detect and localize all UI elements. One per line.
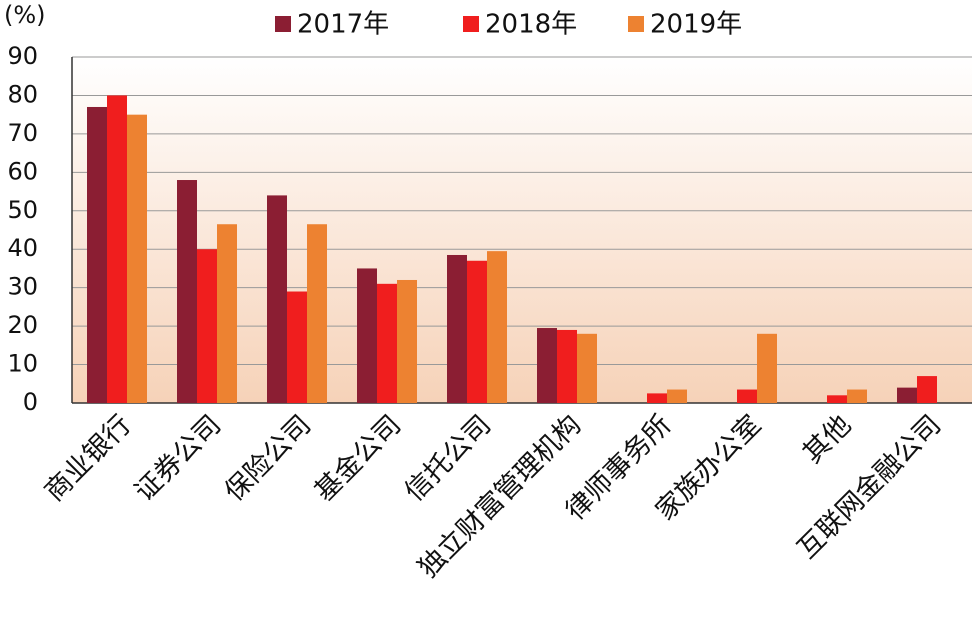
x-tick-label: 保险公司 [219, 409, 317, 507]
bar [307, 224, 327, 403]
y-tick-label: 80 [7, 80, 38, 108]
bar [487, 251, 507, 403]
x-tick-label: 证券公司 [129, 409, 227, 507]
bar [577, 333, 597, 403]
y-tick-label: 40 [7, 234, 38, 262]
bar [127, 114, 147, 404]
bar [467, 260, 487, 403]
bar [357, 268, 377, 403]
bar [377, 283, 397, 403]
bar [737, 389, 757, 403]
legend-label: 2018年 [485, 10, 577, 40]
legend-swatch [463, 16, 479, 32]
legend-label: 2019年 [650, 10, 742, 40]
bar [287, 291, 307, 403]
bar [87, 106, 107, 403]
y-tick-label: 90 [7, 42, 38, 70]
bar [267, 195, 287, 403]
bar [897, 387, 917, 403]
legend-swatch [275, 16, 291, 32]
bar [197, 249, 217, 403]
y-tick-label: 70 [7, 119, 38, 147]
bar [217, 224, 237, 403]
bar [647, 393, 667, 403]
legend-swatch [628, 16, 644, 32]
legend-label: 2017年 [297, 10, 389, 40]
y-tick-label: 10 [7, 350, 38, 378]
x-tick-label: 基金公司 [309, 409, 407, 507]
y-axis-label: (%) [4, 1, 46, 29]
y-tick-label: 0 [23, 388, 38, 416]
bar [667, 389, 687, 403]
bar [397, 279, 417, 403]
y-tick-label: 60 [7, 157, 38, 185]
y-tick-label: 20 [7, 311, 38, 339]
x-tick-label: 独立财富管理机构 [413, 409, 588, 584]
x-tick-label: 商业银行 [39, 409, 137, 507]
y-tick-label: 30 [7, 273, 38, 301]
bar [917, 376, 937, 403]
y-tick-label: 50 [7, 196, 38, 224]
bar [537, 328, 557, 403]
bar [757, 333, 777, 403]
bar [557, 329, 577, 403]
x-tick-label: 其他 [797, 409, 857, 469]
bar [447, 254, 467, 403]
bar [827, 395, 847, 403]
bar [847, 389, 867, 403]
bar [177, 180, 197, 403]
bar [107, 95, 127, 403]
